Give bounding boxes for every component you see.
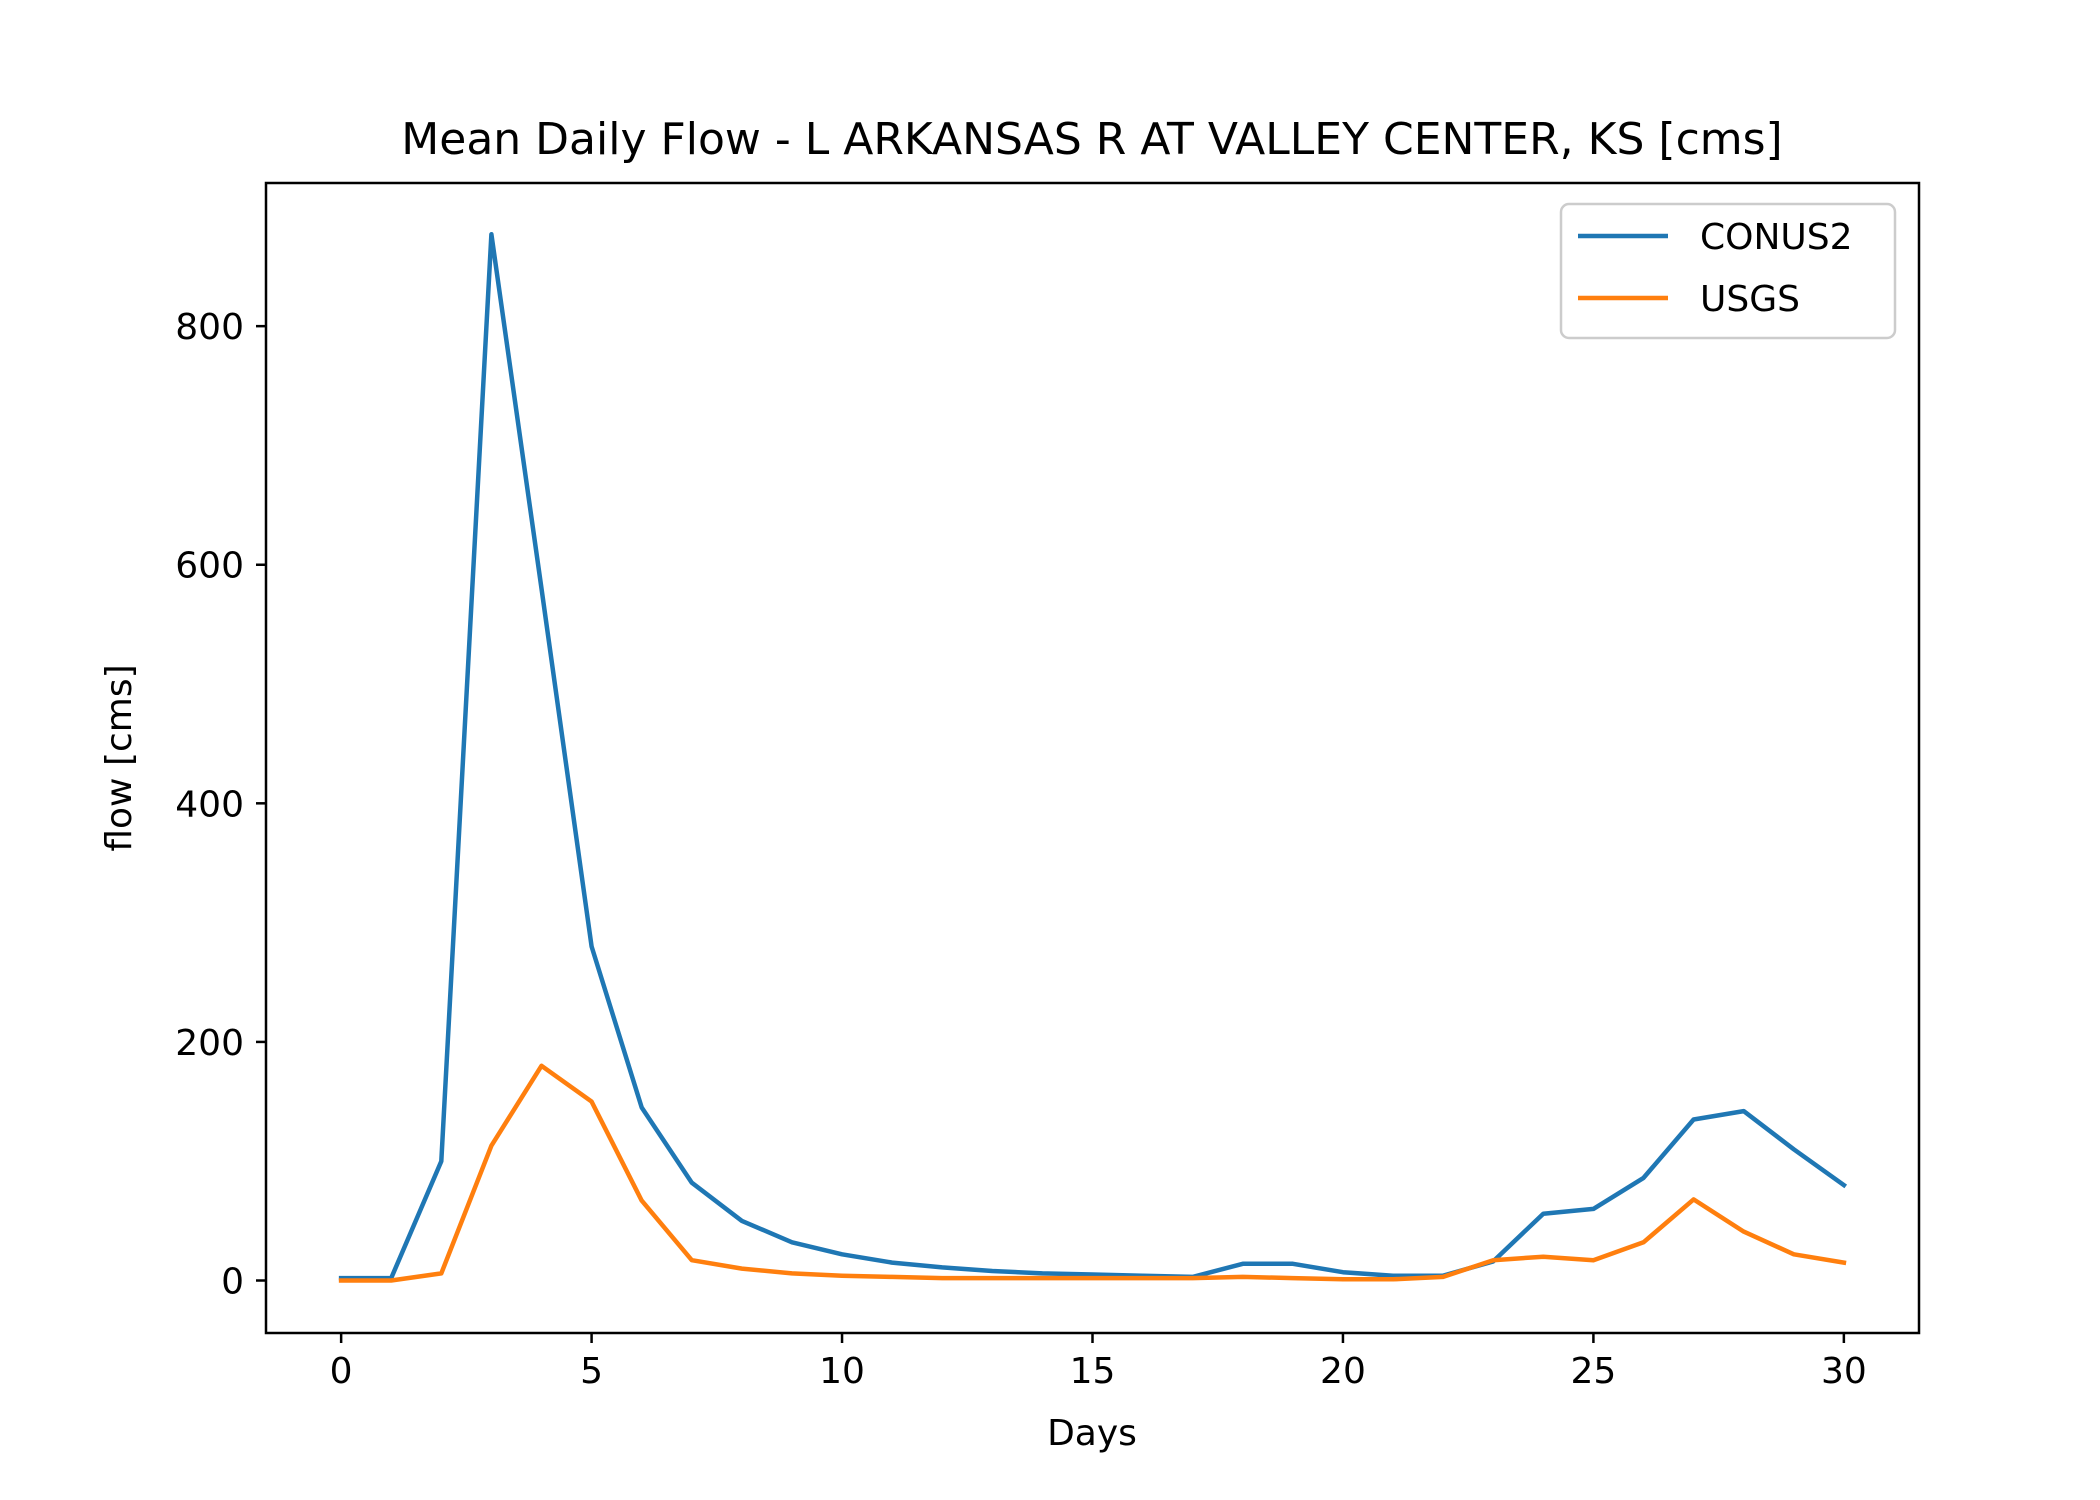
y-tick-label: 600 [175, 546, 244, 587]
legend-label-conus2: CONUS2 [1700, 217, 1853, 258]
series-line-conus2 [338, 232, 1848, 1281]
series-line-usgs [338, 1063, 1847, 1283]
legend-label-usgs: USGS [1700, 279, 1800, 320]
x-tick-label: 10 [819, 1351, 865, 1392]
y-tick-label: 800 [175, 307, 244, 348]
legend: CONUS2 USGS [1559, 202, 1897, 340]
y-tick-label: 0 [221, 1262, 244, 1303]
x-axis-ticks: 0 5 10 15 20 25 30 [330, 1333, 1867, 1392]
y-axis-label: flow [cms] [99, 664, 140, 851]
x-tick-label: 15 [1070, 1351, 1116, 1392]
x-tick-label: 30 [1821, 1351, 1867, 1392]
x-tick-label: 5 [580, 1351, 603, 1392]
x-tick-label: 25 [1571, 1351, 1617, 1392]
plot-area: 0 5 10 15 20 25 30 0 200 400 600 800 [175, 181, 1921, 1392]
x-tick-label: 20 [1320, 1351, 1366, 1392]
y-tick-label: 200 [175, 1023, 244, 1064]
x-tick-label: 0 [330, 1351, 353, 1392]
series-layer [338, 232, 1848, 1283]
y-tick-label: 400 [175, 784, 244, 825]
chart-title: Mean Daily Flow - L ARKANSAS R AT VALLEY… [401, 114, 1782, 165]
x-axis-label: Days [1047, 1413, 1137, 1454]
y-axis-ticks: 0 200 400 600 800 [175, 307, 266, 1303]
